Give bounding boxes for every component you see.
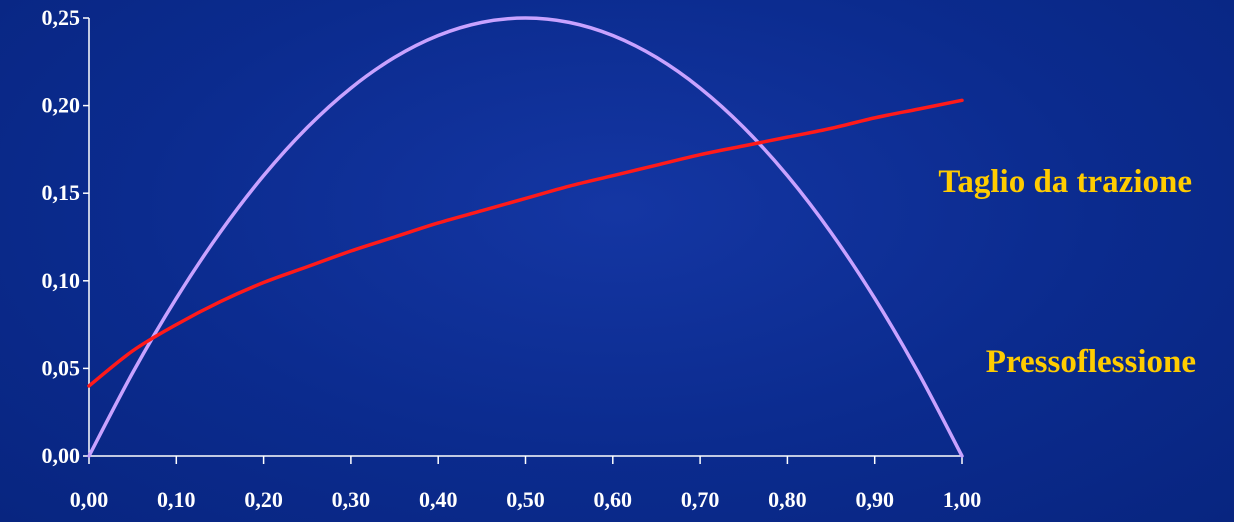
- y-tick-label: 0,15: [42, 180, 81, 205]
- x-tick-label: 0,80: [768, 487, 807, 512]
- x-tick-label: 0,30: [332, 487, 371, 512]
- x-tick-label: 0,40: [419, 487, 458, 512]
- chart-series: [87, 16, 964, 458]
- y-tick-label: 0,10: [42, 268, 81, 293]
- x-tick-label: 0,10: [157, 487, 196, 512]
- series-label-taglio-da-trazione: Taglio da trazione: [938, 164, 1192, 200]
- x-tick-label: 1,00: [943, 487, 982, 512]
- series-label-pressoflessione: Pressoflessione: [986, 344, 1196, 380]
- y-tick-label: 0,20: [42, 93, 81, 118]
- y-tick-label: 0,05: [42, 355, 81, 380]
- y-tick-label: 0,25: [42, 5, 81, 30]
- chart-labels: Taglio da trazione Pressoflessione: [938, 164, 1196, 380]
- x-tick-label: 0,60: [594, 487, 633, 512]
- series-line-taglio-da-trazione: [87, 98, 964, 388]
- y-tick-label: 0,00: [42, 443, 81, 468]
- x-tick-label: 0,00: [70, 487, 109, 512]
- x-tick-label: 0,50: [506, 487, 545, 512]
- series-line-pressoflessione: [87, 16, 964, 458]
- chart-axes: 0,00 0,05 0,10 0,15 0,20 0,25 0,00 0,10 0,20 0,30…: [42, 5, 982, 512]
- x-tick-label: 0,70: [681, 487, 720, 512]
- x-tick-label: 0,90: [855, 487, 894, 512]
- x-tick-label: 0,20: [244, 487, 283, 512]
